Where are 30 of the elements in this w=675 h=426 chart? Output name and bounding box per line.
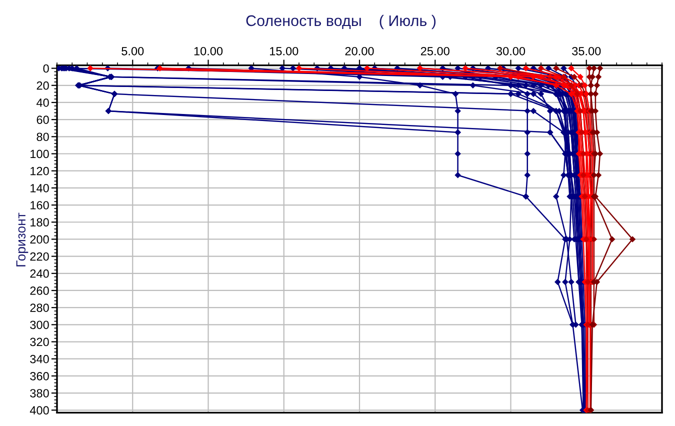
y-tick-label: 220	[30, 252, 49, 261]
y-tick-label: 80	[36, 132, 49, 142]
y-tick-label: 400	[30, 406, 49, 415]
y-tick-label: 60	[36, 116, 49, 124]
y-tick-label: 180	[30, 218, 49, 227]
y-tick-label: 280	[30, 304, 49, 312]
y-tick-label: 200	[30, 235, 49, 244]
y-axis-title: Горизонт	[16, 212, 28, 266]
y-tick-label: 260	[30, 286, 49, 295]
y-tick-label: 340	[30, 354, 49, 364]
y-tick-label: 40	[36, 98, 49, 107]
chart-title: Соленость воды ( Июль )	[246, 14, 436, 30]
y-tick-label: 100	[30, 150, 49, 158]
x-tick-label: 25.00	[420, 46, 450, 56]
x-tick-label: 10.00	[194, 46, 223, 56]
x-tick-label: 5.00	[122, 46, 144, 56]
y-tick-label: 120	[30, 166, 49, 176]
x-tick-label: 35.00	[572, 46, 601, 56]
y-tick-label: 320	[30, 338, 49, 346]
y-tick-label: 20	[36, 81, 49, 90]
y-tick-label: 0	[43, 64, 49, 73]
x-tick-label: 30.00	[496, 46, 526, 56]
y-tick-label: 300	[30, 320, 49, 330]
x-tick-label: 20.00	[345, 46, 374, 56]
y-tick-label: 240	[30, 269, 49, 278]
y-tick-label: 160	[30, 201, 49, 210]
y-tick-label: 140	[30, 184, 49, 192]
y-tick-label: 380	[30, 389, 49, 398]
y-tick-label: 360	[30, 372, 49, 380]
x-tick-label: 15.00	[270, 46, 298, 56]
